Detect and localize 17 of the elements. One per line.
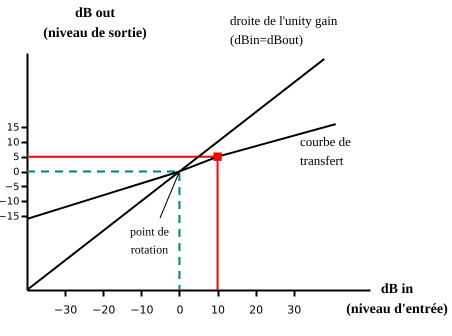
text: droite de l'unity gain (dBin=dBout) [230, 13, 338, 47]
x-axis-title: dB in (niveau d'entrée) [346, 282, 448, 317]
x-tick-label: 30 [287, 304, 302, 316]
annotation: point de rotation [130, 224, 169, 256]
y-tick-label: 5 [13, 152, 20, 164]
y-tick-label: 15 [6, 122, 20, 134]
y-tick-label: 10 [6, 137, 20, 148]
y-tick-label: −5 [4, 182, 20, 193]
x-tick-label: −10 [130, 304, 154, 316]
x-tick-label: −20 [92, 304, 116, 316]
x-tick-label: 20 [249, 304, 264, 316]
x-tick-label: −30 [54, 304, 78, 316]
annotation: courbe de transfert [300, 134, 352, 168]
y-tick-label: 0 [13, 167, 20, 178]
x-tick-label: 0 [176, 304, 184, 316]
x-tick-label: 10 [211, 304, 226, 316]
y-axis-title: dB out (niveau de sortie) [43, 6, 148, 41]
